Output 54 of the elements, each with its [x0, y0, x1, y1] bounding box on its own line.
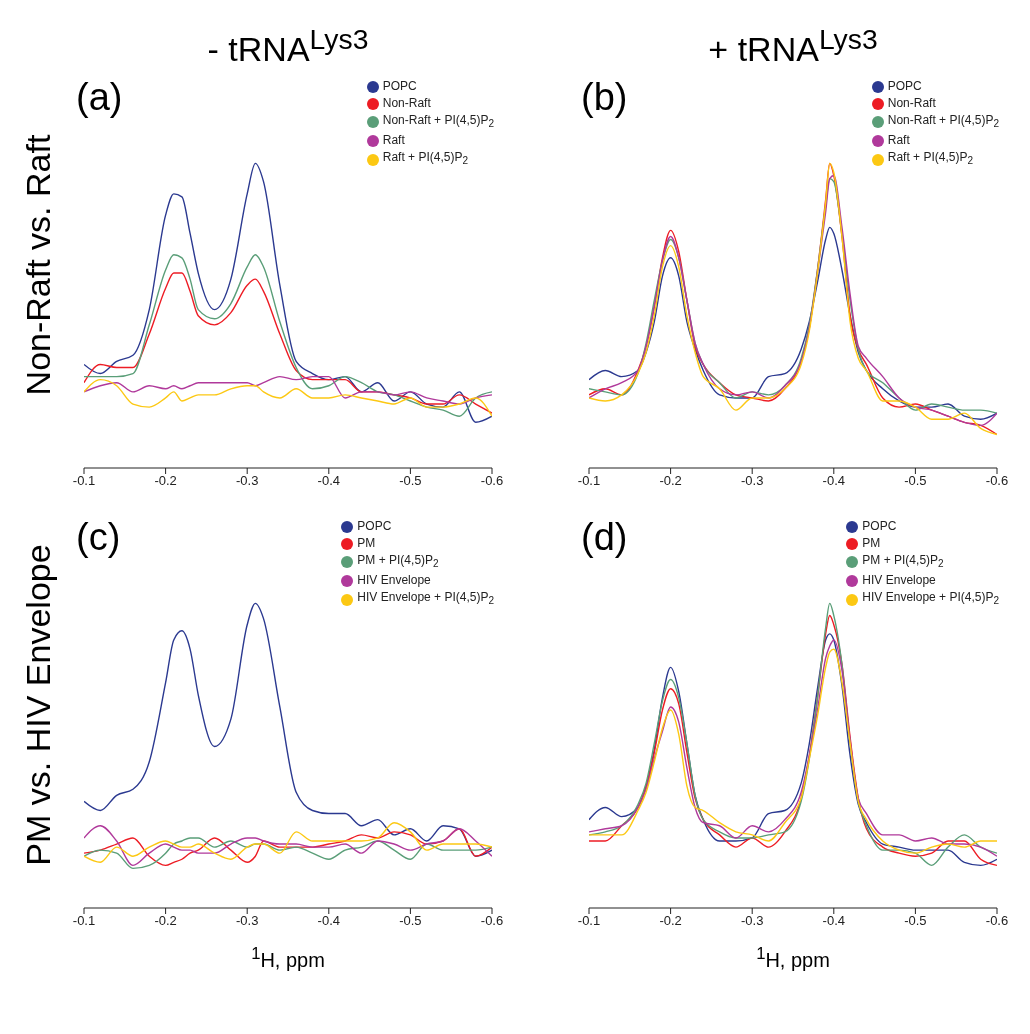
x-tick-label: -0.4 — [822, 913, 845, 929]
chart-title: + tRNA$^{Lys3}$ — [708, 23, 878, 69]
x-tick-label: -0.3 — [236, 473, 259, 489]
legend-label: HIV Envelope — [357, 572, 431, 590]
legend-label: Raft + PI(4,5)P$_{2}$ — [887, 149, 973, 169]
x-tick-label: -0.3 — [741, 913, 764, 929]
x-tick-label: -0.1 — [72, 473, 96, 489]
legend-label: PM — [357, 535, 376, 552]
legend-label: Non-Raft — [382, 95, 431, 112]
legend-label: HIV Envelope + PI(4,5)P$_{2}$ — [357, 589, 494, 609]
y-axis-title: PM vs. HIV Envelope — [18, 544, 57, 866]
text: (a) — [76, 76, 123, 118]
text: (c) — [76, 516, 121, 558]
x-tick-label: -0.4 — [822, 473, 845, 489]
x-tick-label: -0.5 — [399, 473, 422, 489]
x-tick-label: -0.1 — [577, 913, 601, 929]
x-tick-label: -0.4 — [317, 473, 340, 489]
x-axis-title: $^{1}$H, ppm — [756, 944, 830, 971]
legend-label: Non-Raft — [887, 95, 936, 112]
x-tick-label: -0.6 — [480, 913, 504, 929]
text: (d) — [581, 516, 628, 558]
chart-title: - tRNA$^{Lys3}$ — [207, 23, 369, 69]
legend-label: Raft + PI(4,5)P$_{2}$ — [382, 149, 468, 169]
legend-label: PM — [862, 535, 881, 552]
legend-label: Non-Raft + PI(4,5)P$_{2}$ — [382, 112, 494, 132]
legend-label: POPC — [382, 78, 417, 95]
x-tick-label: -0.6 — [985, 913, 1009, 929]
legend-label: Non-Raft + PI(4,5)P$_{2}$ — [887, 112, 999, 132]
legend-label: Raft — [382, 132, 405, 150]
legend-label: Raft — [887, 132, 910, 150]
x-tick-label: -0.5 — [904, 913, 927, 929]
legend-label: POPC — [357, 518, 392, 535]
legend-label: POPC — [887, 78, 922, 95]
legend-label: POPC — [862, 518, 897, 535]
x-tick-label: -0.2 — [659, 473, 682, 489]
legend-label: HIV Envelope + PI(4,5)P$_{2}$ — [862, 589, 999, 609]
x-tick-label: -0.5 — [399, 913, 422, 929]
x-tick-label: -0.2 — [659, 913, 682, 929]
x-tick-label: -0.3 — [741, 473, 764, 489]
x-tick-label: -0.4 — [317, 913, 340, 929]
x-tick-label: -0.1 — [577, 473, 601, 489]
legend-label: PM + PI(4,5)P$_{2}$ — [862, 552, 944, 572]
x-tick-label: -0.3 — [236, 913, 259, 929]
x-tick-label: -0.6 — [985, 473, 1009, 489]
x-tick-label: -0.2 — [154, 473, 177, 489]
y-axis-title: Non-Raft vs. Raft — [18, 134, 57, 396]
x-tick-label: -0.6 — [480, 473, 504, 489]
x-tick-label: -0.5 — [904, 473, 927, 489]
x-tick-label: -0.1 — [72, 913, 96, 929]
x-tick-label: -0.2 — [154, 913, 177, 929]
legend-label: HIV Envelope — [862, 572, 936, 590]
x-axis-title: $^{1}$H, ppm — [251, 944, 325, 971]
text: (b) — [581, 76, 628, 118]
legend-label: PM + PI(4,5)P$_{2}$ — [357, 552, 439, 572]
